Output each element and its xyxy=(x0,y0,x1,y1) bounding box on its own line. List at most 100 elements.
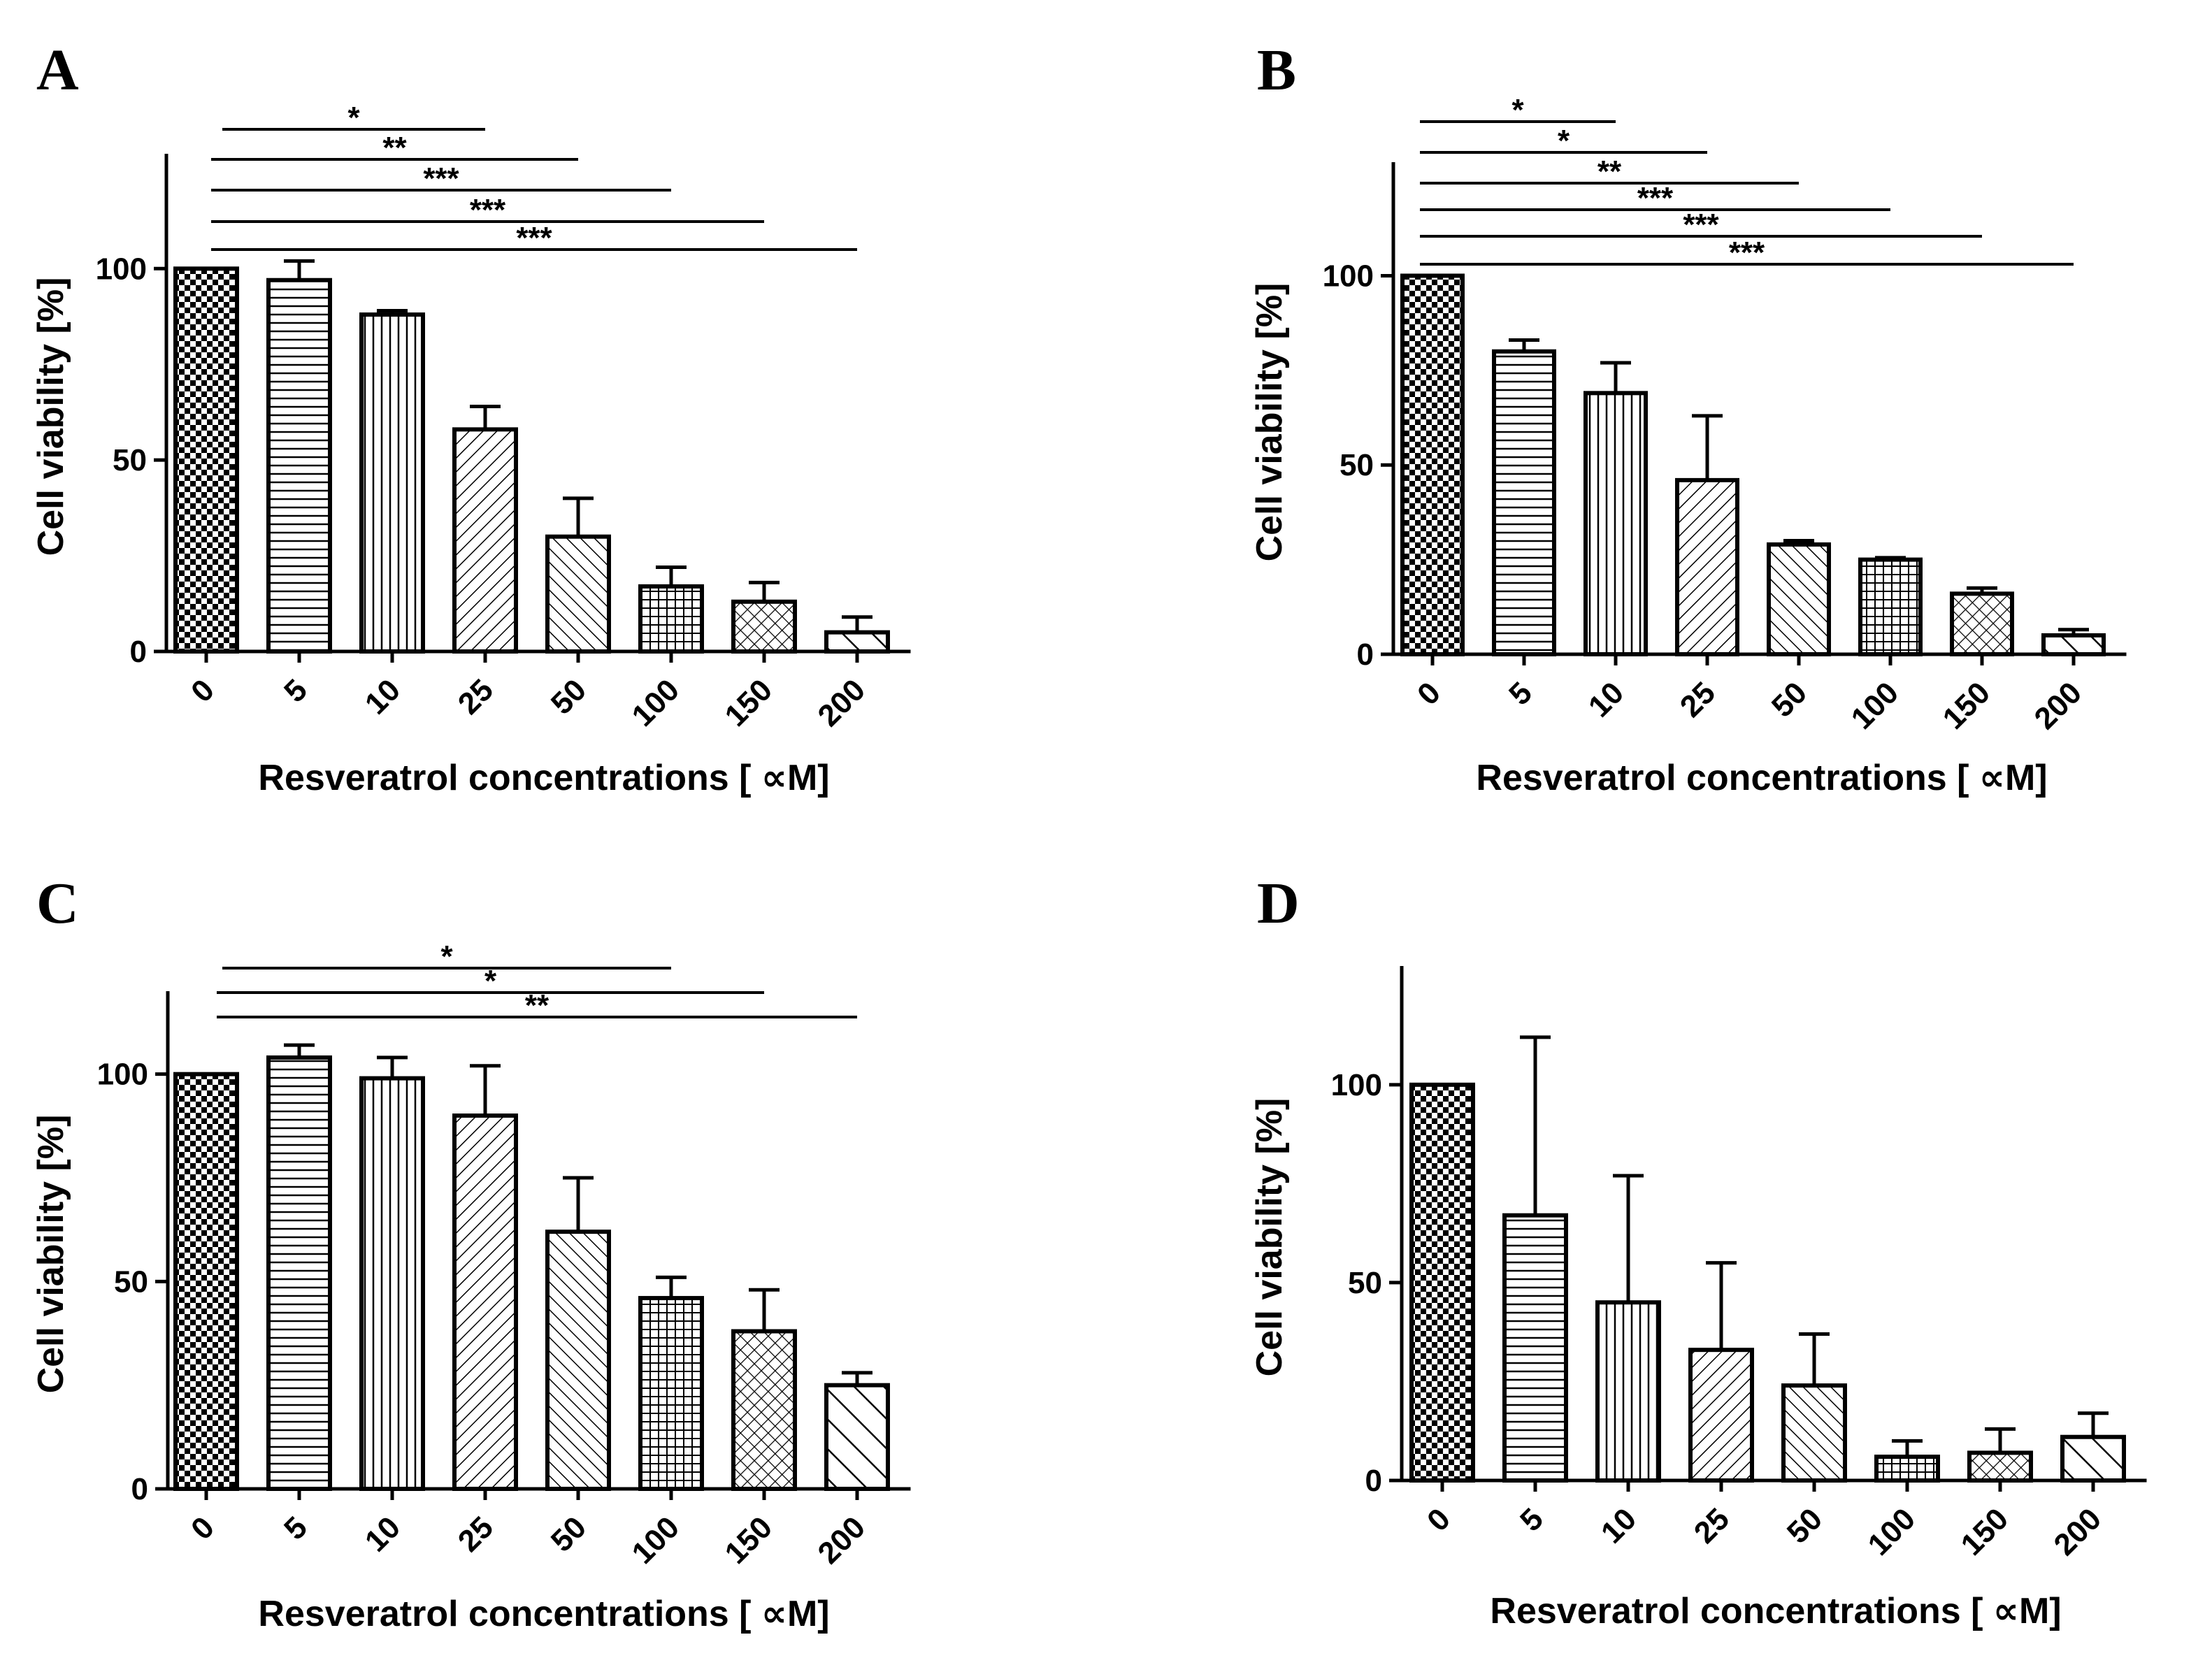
y-tick-label: 50 xyxy=(114,1264,148,1299)
bar-10 xyxy=(359,1076,425,1491)
chart-panel-D: D 0 50 100 0 5 10 25 50 100 150 200 Cell viability [… xyxy=(1249,871,2147,1631)
bar-0 xyxy=(173,266,239,654)
x-axis-title: Resveratrol concentrations [ ∝M] xyxy=(1490,1591,2061,1631)
bar-0 xyxy=(1400,273,1465,656)
significance-label: * xyxy=(347,101,360,135)
bar-200 xyxy=(824,1383,890,1491)
bar-10 xyxy=(1595,1300,1661,1483)
bar-100 xyxy=(638,584,704,654)
x-tick-label: 100 xyxy=(1862,1501,1923,1562)
bar-150 xyxy=(731,599,797,654)
bar-50 xyxy=(1767,542,1831,657)
significance-label: *** xyxy=(516,221,552,255)
bar-50 xyxy=(545,1230,611,1491)
x-tick-label: 50 xyxy=(545,1510,593,1558)
x-tick-label: 0 xyxy=(1421,1501,1457,1538)
x-tick-label: 100 xyxy=(1845,675,1906,736)
bar-50 xyxy=(1781,1383,1847,1483)
x-tick-label: 10 xyxy=(1595,1501,1643,1550)
y-tick-label: 100 xyxy=(96,252,147,286)
y-axis-title: Cell viability [%] xyxy=(1249,1098,1290,1377)
significance-label: *** xyxy=(1729,236,1765,270)
significance-label: *** xyxy=(423,161,459,196)
bar-150 xyxy=(731,1329,797,1491)
significance-label: * xyxy=(484,964,497,998)
y-tick-label: 0 xyxy=(1357,637,1374,672)
y-tick-label: 100 xyxy=(1331,1068,1382,1102)
x-tick-label: 150 xyxy=(719,672,780,733)
x-axis-title: Resveratrol concentrations [ ∝M] xyxy=(258,758,829,798)
x-tick-label: 200 xyxy=(812,672,872,733)
x-tick-label: 5 xyxy=(1514,1501,1550,1538)
x-tick-label: 5 xyxy=(1502,675,1539,712)
x-tick-label: 100 xyxy=(626,672,687,733)
bar-100 xyxy=(1858,557,1923,656)
y-tick-label: 100 xyxy=(1323,259,1374,293)
x-tick-label: 10 xyxy=(1582,675,1630,723)
x-tick-label: 50 xyxy=(1781,1501,1829,1550)
x-tick-label: 25 xyxy=(1674,675,1722,723)
significance-label: ** xyxy=(382,131,407,165)
bar-5 xyxy=(1502,1213,1568,1483)
bar-25 xyxy=(1688,1348,1754,1483)
y-tick-label: 0 xyxy=(131,1472,148,1506)
x-tick-label: 150 xyxy=(1955,1501,2016,1562)
significance-label: *** xyxy=(1637,181,1674,215)
panel-letter: C xyxy=(36,871,79,936)
significance-label: ** xyxy=(1597,154,1622,189)
x-tick-label: 200 xyxy=(812,1510,872,1571)
significance-label: *** xyxy=(1683,208,1719,242)
bar-5 xyxy=(1492,349,1556,656)
x-tick-label: 200 xyxy=(2028,675,2089,736)
y-tick-label: 50 xyxy=(1348,1266,1382,1300)
x-axis-title: Resveratrol concentrations [ ∝M] xyxy=(1476,758,2047,798)
bar-25 xyxy=(452,427,518,654)
x-tick-label: 150 xyxy=(1937,675,1997,736)
significance-label: *** xyxy=(470,193,506,227)
x-tick-label: 10 xyxy=(359,1510,407,1558)
y-tick-label: 50 xyxy=(113,443,147,477)
y-axis-title: Cell viability [%] xyxy=(31,278,71,556)
x-tick-label: 25 xyxy=(452,1510,500,1558)
x-tick-label: 50 xyxy=(545,672,593,721)
significance-label: * xyxy=(1511,93,1524,127)
bar-0 xyxy=(173,1072,239,1491)
y-tick-label: 0 xyxy=(130,635,147,669)
x-tick-label: 200 xyxy=(2048,1501,2109,1562)
y-axis-title: Cell viability [%] xyxy=(1249,283,1290,562)
x-tick-label: 0 xyxy=(1411,675,1447,712)
significance-label: ** xyxy=(525,988,550,1023)
y-tick-label: 0 xyxy=(1365,1464,1382,1498)
bar-0 xyxy=(1409,1082,1475,1483)
panel-letter: A xyxy=(36,38,79,103)
bar-50 xyxy=(545,534,611,654)
bar-100 xyxy=(1874,1455,1940,1483)
x-tick-label: 150 xyxy=(719,1510,780,1571)
x-tick-label: 10 xyxy=(359,672,407,721)
x-tick-label: 5 xyxy=(278,1510,314,1546)
bar-10 xyxy=(359,312,425,654)
panel-letter: B xyxy=(1257,38,1296,103)
x-tick-label: 0 xyxy=(185,672,221,709)
bar-5 xyxy=(266,1055,332,1491)
bar-200 xyxy=(824,630,890,654)
significance-label: * xyxy=(1558,124,1570,158)
x-tick-label: 5 xyxy=(278,672,314,709)
panel-letter: D xyxy=(1257,871,1300,936)
significance-label: * xyxy=(440,939,453,974)
x-tick-label: 0 xyxy=(185,1510,221,1546)
bar-25 xyxy=(1675,477,1739,657)
bar-25 xyxy=(452,1114,518,1491)
x-tick-label: 25 xyxy=(452,672,500,721)
y-tick-label: 100 xyxy=(97,1058,148,1092)
bar-150 xyxy=(1950,591,2014,656)
bar-200 xyxy=(2041,633,2106,657)
y-axis-title: Cell viability [%] xyxy=(31,1115,71,1394)
bar-150 xyxy=(1967,1450,2033,1483)
x-tick-label: 50 xyxy=(1765,675,1814,723)
bar-5 xyxy=(266,278,332,654)
x-tick-label: 25 xyxy=(1688,1501,1736,1550)
